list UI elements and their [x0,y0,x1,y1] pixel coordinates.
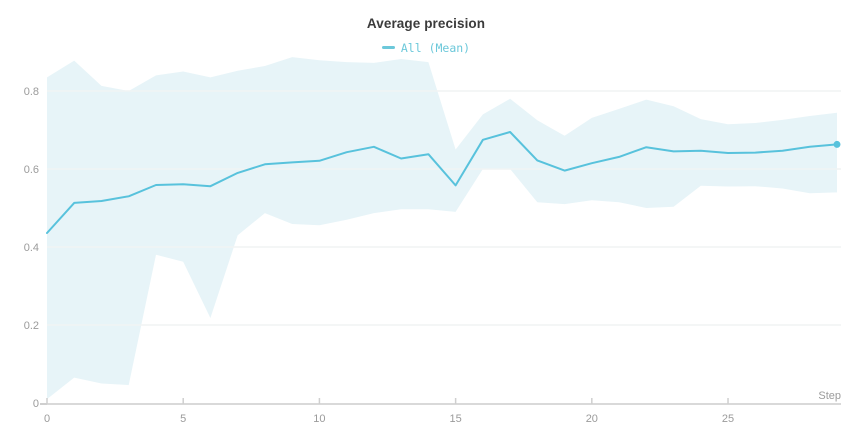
x-tick-label-15: 15 [449,413,461,425]
legend-item-all-mean[interactable]: All (Mean) [381,40,471,55]
x-tick-label-20: 20 [586,413,598,425]
legend-label: All (Mean) [400,40,471,55]
x-tick-label-5: 5 [180,413,186,425]
x-tick-label-0: 0 [44,413,50,425]
x-tick-label-10: 10 [313,413,325,425]
y-tick-label-0.8: 0.8 [24,86,39,98]
y-tick-label-0: 0 [33,398,39,410]
x-tick-label-25: 25 [722,413,734,425]
y-tick-label-0.4: 0.4 [24,242,39,254]
y-tick-label-0.6: 0.6 [24,164,39,176]
chart-title: Average precision [366,16,486,31]
x-axis-title: Step [818,390,841,402]
y-tick-label-0.2: 0.2 [24,320,39,332]
end-point-marker [833,140,841,148]
mean-line [46,131,838,234]
legend-line-swatch-icon [381,46,395,49]
legend: All (Mean) [0,36,852,55]
confidence-band [47,57,837,400]
